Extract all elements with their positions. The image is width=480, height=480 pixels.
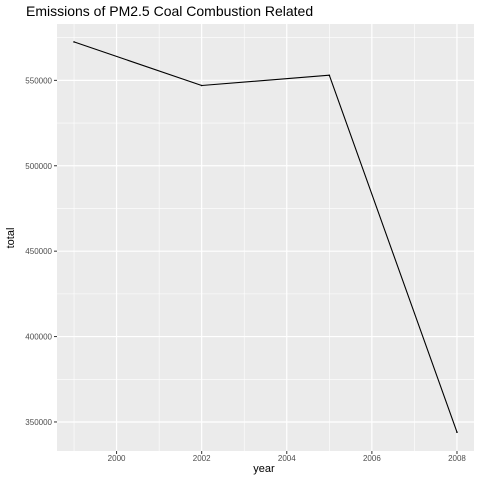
x-tick-label: 2000 (108, 454, 126, 463)
plot-panel (57, 24, 474, 451)
data-point (73, 41, 75, 43)
x-tick-label: 2006 (363, 454, 381, 463)
x-axis-label: year (253, 463, 275, 475)
axis-ticks: 2000 2002 2004 2006 2008 350000 400000 450000 50… (25, 76, 466, 463)
y-tick-label: 500000 (25, 162, 52, 171)
series-layer (73, 41, 458, 434)
x-tick-label: 2004 (278, 454, 296, 463)
y-tick-label: 350000 (25, 418, 52, 427)
minor-gridlines (57, 24, 474, 451)
x-tick-label: 2008 (448, 454, 466, 463)
series-line (73, 41, 458, 433)
chart-title: Emissions of PM2.5 Coal Combustion Relat… (26, 3, 314, 19)
data-point (200, 84, 203, 87)
y-tick-label: 450000 (25, 247, 52, 256)
y-tick-label: 400000 (25, 333, 52, 342)
data-point (456, 431, 458, 434)
y-tick-label: 550000 (25, 76, 52, 85)
x-tick-label: 2002 (193, 454, 211, 463)
data-point (328, 74, 331, 77)
